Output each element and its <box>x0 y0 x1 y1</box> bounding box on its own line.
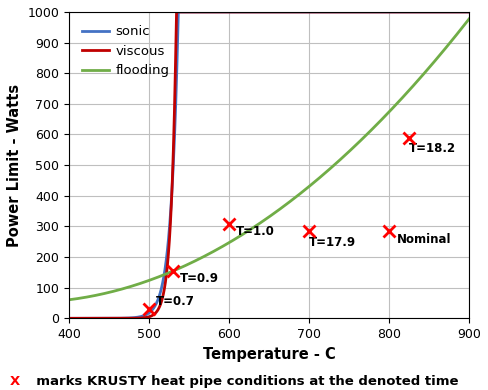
sonic <box>250 10 256 14</box>
Line: viscous: viscous <box>69 12 469 318</box>
Text: X: X <box>10 375 20 388</box>
viscous <box>455 10 461 14</box>
sonic <box>261 10 267 14</box>
flooding <box>250 225 256 230</box>
flooding <box>455 31 461 36</box>
sonic <box>455 10 461 14</box>
sonic <box>175 10 181 14</box>
Text: T=0.9: T=0.9 <box>180 272 219 285</box>
flooding <box>66 298 72 302</box>
flooding <box>381 115 387 119</box>
X-axis label: Temperature - C: Temperature - C <box>203 347 335 362</box>
viscous <box>250 10 256 14</box>
viscous <box>381 10 387 14</box>
viscous <box>174 10 180 14</box>
viscous <box>261 10 267 14</box>
sonic <box>381 10 387 14</box>
flooding <box>466 16 472 21</box>
Y-axis label: Power Limit - Watts: Power Limit - Watts <box>7 83 22 247</box>
sonic <box>466 10 472 14</box>
sonic <box>66 316 72 321</box>
Text: marks KRUSTY heat pipe conditions at the denoted time: marks KRUSTY heat pipe conditions at the… <box>27 375 458 388</box>
Line: sonic: sonic <box>69 12 469 318</box>
Legend: sonic, viscous, flooding: sonic, viscous, flooding <box>76 19 176 84</box>
viscous <box>66 316 72 321</box>
Text: T=17.9: T=17.9 <box>309 236 356 248</box>
Text: T=0.7: T=0.7 <box>156 294 194 308</box>
sonic <box>86 316 92 321</box>
flooding <box>86 294 92 299</box>
viscous <box>455 10 461 14</box>
viscous <box>466 10 472 14</box>
flooding <box>261 218 266 223</box>
sonic <box>455 10 461 14</box>
Text: T=1.0: T=1.0 <box>236 225 274 239</box>
Text: Nominal: Nominal <box>397 232 451 246</box>
viscous <box>86 316 92 321</box>
flooding <box>454 32 460 36</box>
Line: flooding: flooding <box>69 19 469 300</box>
Text: T=18.2: T=18.2 <box>409 142 456 155</box>
